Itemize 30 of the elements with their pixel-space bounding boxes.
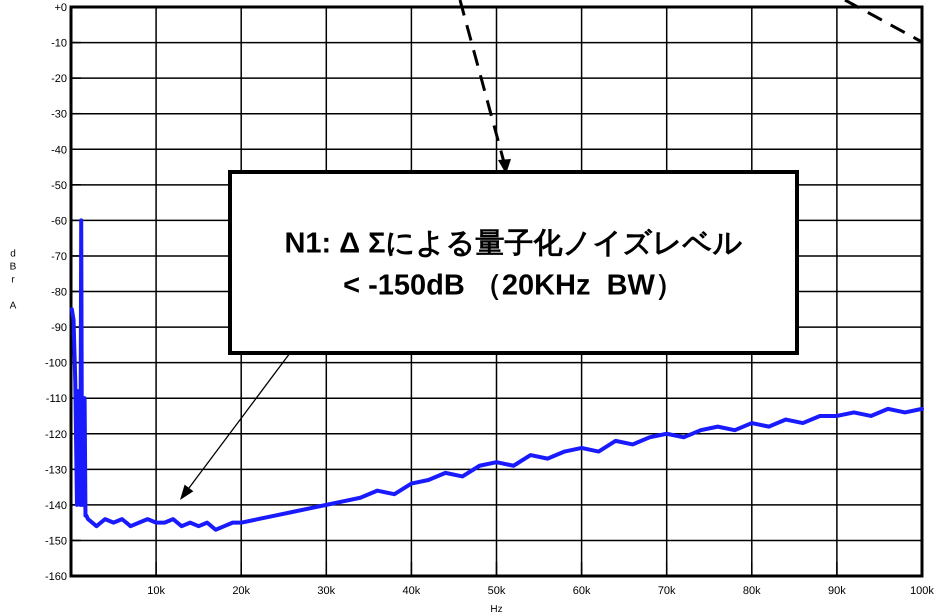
x-axis-title: Hz xyxy=(490,604,503,615)
x-tick-label: 40k xyxy=(402,585,421,597)
y-tick-label: -80 xyxy=(51,286,67,298)
y-tick-label: -30 xyxy=(51,108,67,121)
x-tick-label: 50k xyxy=(488,585,506,597)
y-tick-label: -140 xyxy=(44,500,67,512)
x-tick-label: 80k xyxy=(742,585,762,597)
y-tick-label: -130 xyxy=(44,464,67,476)
annotation: N1: Δ Σによる量子化ノイズレベル < -150dB （20KHz BW） xyxy=(284,228,743,302)
y-tick-label: -60 xyxy=(51,215,67,228)
y-tick-label: -40 xyxy=(51,144,67,156)
y-tick-label: -150 xyxy=(44,535,67,548)
y-tick-label: -120 xyxy=(44,428,67,441)
y-tick-label: +0 xyxy=(54,2,67,14)
x-tick-label: 10k xyxy=(147,585,166,597)
text: dBr A xyxy=(10,248,16,312)
y-tick-label: -100 xyxy=(44,358,67,370)
x-tick-label: 60k xyxy=(572,585,591,597)
x-tick-label: 100k xyxy=(910,585,934,597)
y-tick-label: -90 xyxy=(51,322,67,334)
y-tick-label: -10 xyxy=(51,38,67,50)
y-tick-label: -70 xyxy=(51,250,67,263)
x-tick-label: 90k xyxy=(828,585,846,597)
x-tick-label: 20k xyxy=(232,585,251,597)
x-tick-label: 70k xyxy=(658,585,676,597)
y-tick-label: -20 xyxy=(51,73,67,86)
y-tick-label: -160 xyxy=(44,571,67,583)
y-tick-label: -110 xyxy=(46,393,67,406)
y-tick-label: -50 xyxy=(51,180,67,192)
x-tick-label: 30k xyxy=(317,585,336,597)
